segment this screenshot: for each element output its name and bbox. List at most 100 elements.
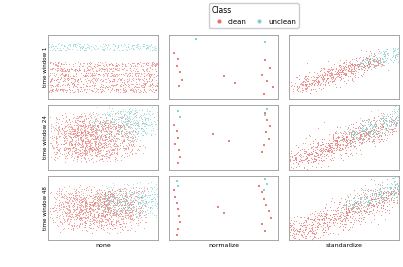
Point [301, 149, 307, 153]
Point [118, 209, 125, 213]
Point [339, 158, 346, 162]
Point [384, 123, 390, 127]
Point [92, 125, 98, 130]
Point [119, 210, 125, 214]
Point [374, 60, 381, 65]
Point [346, 66, 353, 70]
Point [391, 126, 397, 130]
Point [385, 52, 391, 57]
Point [359, 123, 366, 127]
Point [396, 190, 402, 194]
Point [371, 130, 377, 135]
Point [382, 115, 389, 120]
Point [114, 68, 121, 72]
Point [262, 177, 268, 181]
Point [324, 76, 330, 80]
Point [364, 65, 371, 69]
Point [76, 148, 83, 152]
Point [125, 138, 132, 143]
Point [382, 54, 388, 58]
Point [320, 82, 326, 86]
Point [126, 119, 132, 123]
Point [135, 214, 142, 218]
Point [105, 41, 112, 46]
Point [130, 43, 136, 47]
Point [391, 185, 398, 190]
Point [377, 50, 384, 55]
Point [85, 130, 91, 134]
Point [114, 65, 120, 70]
Point [143, 109, 150, 113]
Point [368, 198, 374, 202]
Point [130, 199, 137, 203]
Point [285, 164, 292, 168]
Point [328, 147, 334, 151]
Point [354, 132, 361, 136]
Point [133, 214, 140, 218]
Point [337, 62, 343, 67]
Point [360, 128, 366, 132]
Point [140, 133, 147, 137]
Point [392, 124, 399, 128]
Point [220, 74, 227, 78]
Point [110, 142, 117, 146]
Point [56, 134, 62, 138]
Point [293, 155, 299, 159]
Point [102, 199, 108, 203]
Point [380, 51, 387, 55]
Point [294, 84, 300, 89]
Point [60, 227, 66, 231]
Point [82, 136, 89, 140]
Point [108, 132, 114, 136]
Point [64, 201, 71, 205]
Point [53, 139, 60, 144]
Point [133, 127, 140, 131]
Point [338, 67, 344, 72]
Point [339, 211, 346, 216]
Point [338, 70, 345, 74]
Point [71, 128, 78, 132]
Point [68, 136, 74, 140]
Point [395, 183, 402, 188]
Point [114, 219, 120, 223]
Point [112, 136, 119, 140]
Point [176, 148, 182, 152]
Point [120, 61, 127, 66]
Point [361, 192, 367, 197]
Point [78, 85, 84, 89]
Point [126, 70, 133, 75]
Point [371, 64, 378, 68]
Point [343, 135, 349, 140]
Point [362, 195, 369, 200]
Point [327, 224, 333, 228]
Point [322, 72, 328, 76]
Point [322, 147, 329, 152]
Point [121, 87, 128, 92]
Point [55, 132, 61, 136]
Point [344, 211, 350, 215]
Point [378, 195, 384, 200]
Point [50, 84, 56, 88]
Point [376, 121, 383, 125]
Point [168, 209, 174, 213]
Point [352, 139, 358, 144]
Point [92, 134, 98, 138]
Point [57, 62, 64, 66]
Point [127, 202, 134, 206]
Point [397, 115, 403, 119]
Point [85, 147, 91, 151]
Point [129, 217, 135, 221]
Point [317, 235, 324, 239]
Point [113, 128, 120, 132]
Point [92, 47, 98, 51]
Point [312, 235, 318, 239]
Point [62, 88, 69, 93]
Point [302, 87, 309, 91]
Point [374, 57, 380, 61]
Point [259, 72, 265, 77]
Point [95, 205, 102, 209]
Point [143, 200, 150, 205]
Point [100, 199, 107, 204]
Point [87, 127, 94, 131]
Point [110, 196, 117, 200]
